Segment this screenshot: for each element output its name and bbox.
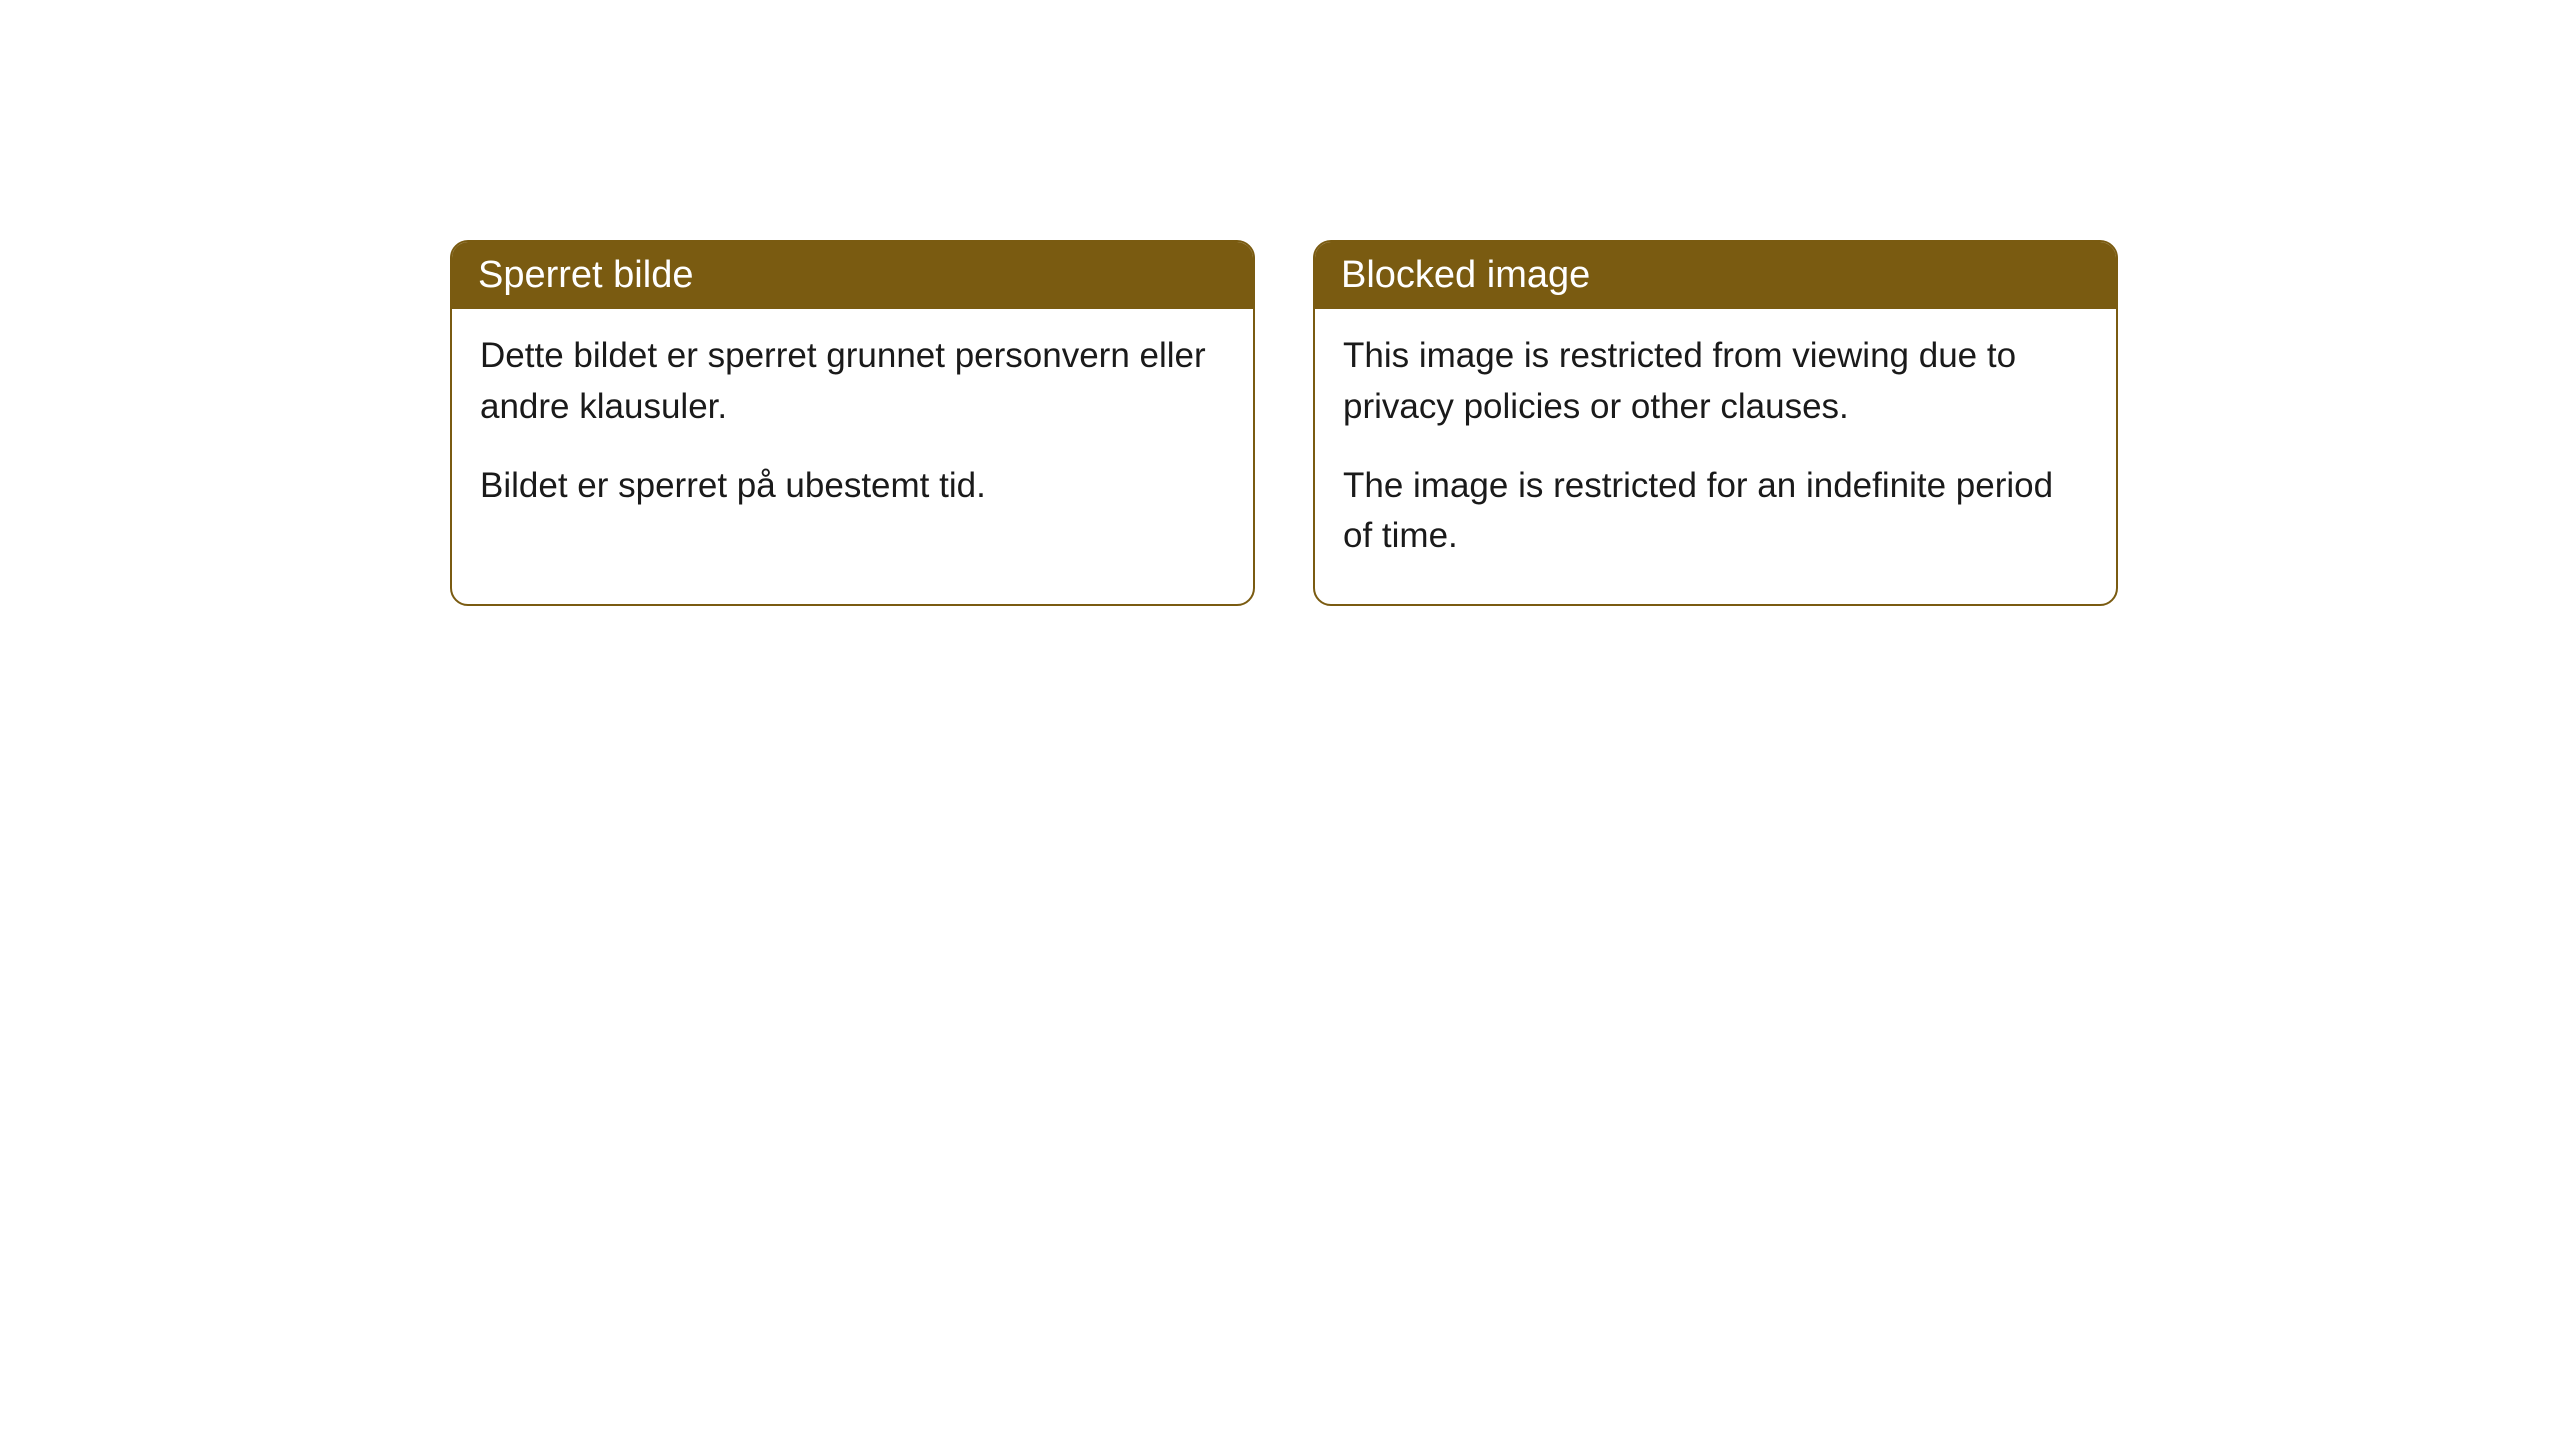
card-title-english: Blocked image: [1341, 254, 1590, 296]
card-title-norwegian: Sperret bilde: [478, 254, 693, 296]
card-para2-english: The image is restricted for an indefinit…: [1343, 461, 2088, 563]
card-norwegian: Sperret bilde Dette bildet er sperret gr…: [450, 240, 1255, 606]
card-para2-norwegian: Bildet er sperret på ubestemt tid.: [480, 461, 1225, 512]
card-header-english: Blocked image: [1315, 242, 2116, 309]
card-english: Blocked image This image is restricted f…: [1313, 240, 2118, 606]
card-para1-english: This image is restricted from viewing du…: [1343, 331, 2088, 433]
card-header-norwegian: Sperret bilde: [452, 242, 1253, 309]
card-body-english: This image is restricted from viewing du…: [1315, 309, 2116, 604]
card-para1-norwegian: Dette bildet er sperret grunnet personve…: [480, 331, 1225, 433]
card-body-norwegian: Dette bildet er sperret grunnet personve…: [452, 309, 1253, 553]
cards-container: Sperret bilde Dette bildet er sperret gr…: [450, 240, 2118, 606]
